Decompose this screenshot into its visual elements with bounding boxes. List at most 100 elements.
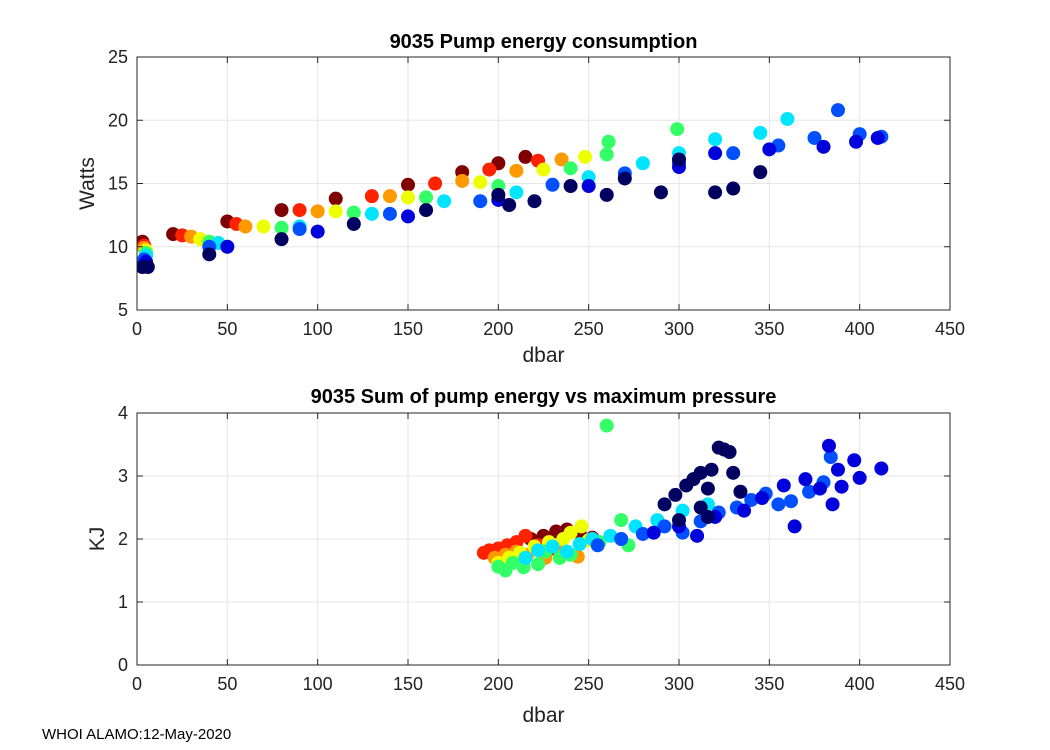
data-point xyxy=(599,147,614,162)
data-point xyxy=(708,132,723,147)
data-point xyxy=(401,190,415,205)
data-point xyxy=(870,130,885,145)
data-point xyxy=(274,220,289,235)
data-point xyxy=(346,205,361,220)
data-point xyxy=(574,519,589,534)
data-point xyxy=(437,194,452,209)
data-point xyxy=(733,484,748,499)
y-tick-label: 3 xyxy=(118,466,128,486)
data-point xyxy=(274,203,289,218)
data-point xyxy=(744,492,759,507)
data-point xyxy=(693,500,708,515)
data-point xyxy=(780,111,795,126)
data-point xyxy=(776,478,791,493)
data-point xyxy=(346,216,361,231)
data-point xyxy=(473,175,488,190)
x-tick-label: 0 xyxy=(132,674,142,694)
data-point xyxy=(825,497,840,512)
data-point xyxy=(578,149,593,164)
scatter-points xyxy=(137,103,889,274)
data-point xyxy=(635,156,650,171)
x-tick-label: 0 xyxy=(132,319,142,339)
data-point xyxy=(202,247,217,262)
data-point xyxy=(292,203,307,218)
data-point xyxy=(310,224,325,239)
data-point xyxy=(599,187,614,202)
data-point xyxy=(657,497,672,512)
data-point xyxy=(700,509,715,524)
data-point xyxy=(482,162,497,177)
y-tick-label: 4 xyxy=(118,403,128,423)
footer-credit: WHOI ALAMO:12-May-2020 xyxy=(42,726,232,743)
data-point xyxy=(563,179,578,194)
data-point xyxy=(670,122,685,137)
x-axis-label: dbar xyxy=(522,344,564,367)
x-tick-label: 450 xyxy=(935,319,965,339)
data-point xyxy=(635,526,650,541)
data-point xyxy=(531,543,546,558)
y-tick-label: 2 xyxy=(118,529,128,549)
x-tick-label: 50 xyxy=(217,319,237,339)
x-tick-label: 100 xyxy=(303,319,333,339)
tick-labels: 0 50 100 150 200 250 300 350 400 450 0 1 2 3 4 xyxy=(118,403,965,694)
x-tick-label: 350 xyxy=(754,319,784,339)
x-tick-label: 50 xyxy=(217,674,237,694)
data-point xyxy=(455,173,470,188)
y-tick-label: 25 xyxy=(108,47,128,67)
data-point xyxy=(382,189,397,204)
data-point xyxy=(563,525,578,540)
data-point xyxy=(823,450,838,465)
data-point xyxy=(590,538,605,553)
data-point xyxy=(787,519,802,534)
data-point xyxy=(753,125,768,140)
x-axis-label: dbar xyxy=(522,704,564,727)
x-tick-label: 200 xyxy=(483,674,513,694)
tick-labels: 0 50 100 150 200 250 300 350 400 450 5 10 15 20 25 xyxy=(108,47,965,339)
x-tick-label: 250 xyxy=(574,319,604,339)
data-point xyxy=(708,185,723,200)
data-point xyxy=(812,481,827,496)
data-point xyxy=(657,519,672,534)
data-point xyxy=(807,130,822,145)
data-point xyxy=(771,497,786,512)
data-point xyxy=(816,139,831,154)
data-point xyxy=(668,487,683,502)
y-tick-label: 5 xyxy=(118,300,128,320)
x-tick-label: 300 xyxy=(664,674,694,694)
data-point xyxy=(726,465,741,480)
x-tick-label: 450 xyxy=(935,674,965,694)
data-point xyxy=(849,134,864,149)
data-point xyxy=(672,513,686,528)
y-tick-label: 10 xyxy=(108,237,128,257)
data-point xyxy=(140,259,155,274)
scatter-points xyxy=(476,418,889,578)
data-point xyxy=(646,525,661,540)
data-point xyxy=(847,453,862,468)
data-point xyxy=(563,161,578,176)
pump-energy-panel: 0 50 100 150 200 250 300 350 400 450 5 10 15 20 25 903… xyxy=(76,31,965,367)
data-point xyxy=(473,194,488,209)
y-axis-label: Watts xyxy=(76,157,99,210)
data-point xyxy=(545,539,560,554)
data-point xyxy=(753,165,768,180)
data-point xyxy=(554,152,569,167)
data-point xyxy=(382,206,397,221)
data-point xyxy=(581,179,596,194)
x-tick-label: 150 xyxy=(393,319,423,339)
data-point xyxy=(502,198,517,213)
data-point xyxy=(693,465,708,480)
data-point xyxy=(700,481,715,496)
x-tick-label: 100 xyxy=(303,674,333,694)
x-tick-label: 350 xyxy=(754,674,784,694)
data-point xyxy=(690,528,705,543)
energy-sum-panel: 0 50 100 150 200 250 300 350 400 450 0 1 2 3 4 9035 Su… xyxy=(86,386,965,727)
data-point xyxy=(599,418,614,433)
data-point xyxy=(238,219,253,234)
data-point xyxy=(834,479,849,494)
data-point xyxy=(798,472,813,487)
data-point xyxy=(531,557,546,572)
data-point xyxy=(614,532,629,546)
data-point xyxy=(708,146,723,161)
data-point xyxy=(518,149,533,164)
